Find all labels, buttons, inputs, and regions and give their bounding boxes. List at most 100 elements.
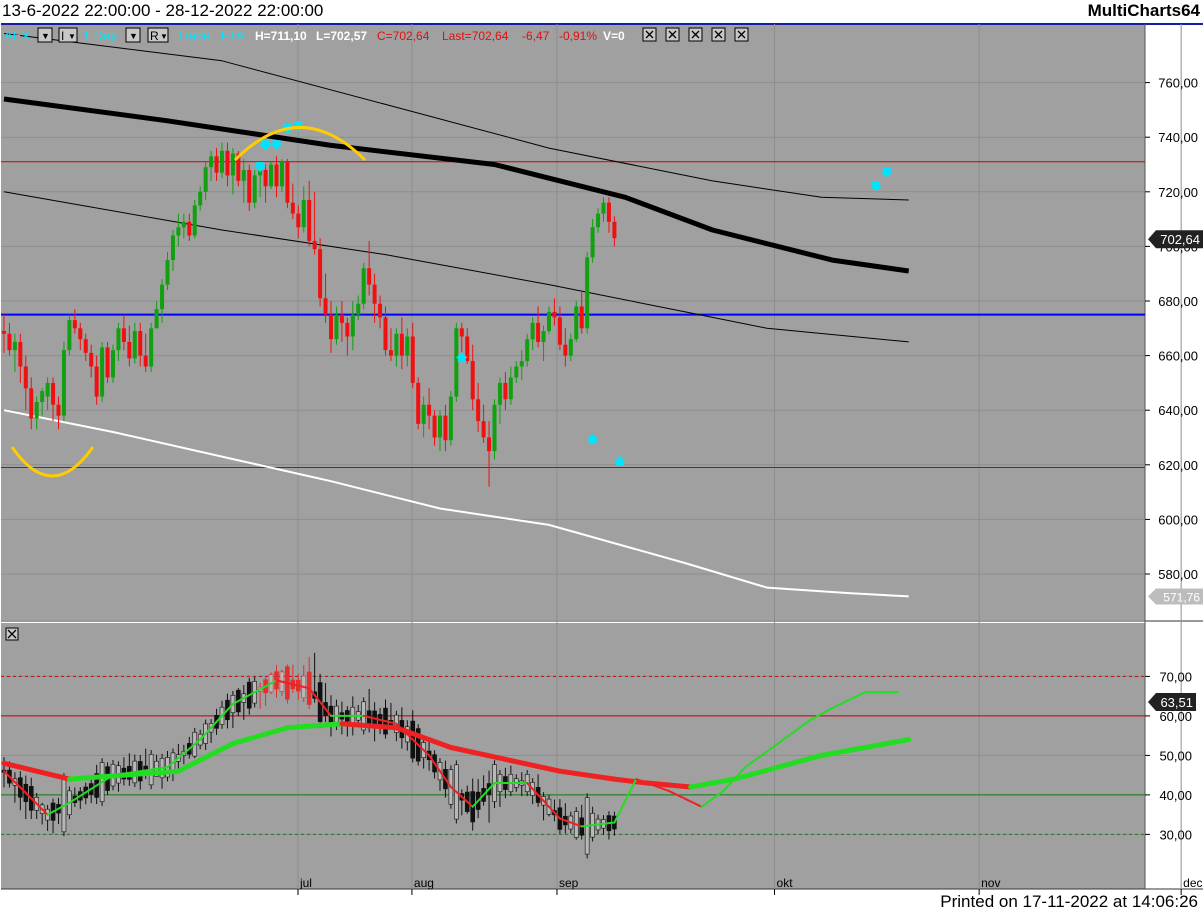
arrow-up-icon bbox=[455, 352, 468, 363]
range-dropdown-button[interactable] bbox=[147, 27, 169, 43]
candle-down bbox=[383, 317, 388, 351]
osc-slow-line bbox=[393, 725, 454, 750]
chevron-down-icon: ▼ bbox=[41, 31, 50, 41]
osc-fast-line bbox=[580, 821, 616, 828]
candle-up bbox=[394, 333, 399, 356]
price-series bbox=[1, 33, 1145, 598]
candle-up bbox=[497, 382, 502, 405]
candle-up bbox=[574, 306, 579, 340]
candle-up bbox=[590, 227, 595, 258]
candle-up bbox=[525, 339, 530, 362]
osc-fast-line bbox=[199, 703, 234, 741]
osc-fast-line bbox=[667, 789, 703, 808]
ma-thin-lower-line bbox=[3, 191, 909, 343]
candle-up bbox=[334, 314, 339, 340]
candle-down bbox=[318, 249, 323, 299]
osc-fast-line bbox=[700, 789, 725, 808]
candle-up bbox=[258, 169, 263, 176]
oscillator-axis bbox=[1145, 623, 1203, 889]
candle-up bbox=[301, 199, 306, 228]
osc-fast-line bbox=[776, 718, 812, 745]
osc-slow-line bbox=[819, 745, 868, 758]
osc-fast-line bbox=[428, 754, 452, 788]
candle-down bbox=[372, 284, 377, 304]
candle-up bbox=[356, 303, 361, 315]
candle-up bbox=[241, 169, 246, 181]
oscillator-series bbox=[1, 652, 912, 859]
candle-up bbox=[438, 415, 442, 438]
ma-white-marker bbox=[1148, 588, 1203, 605]
osc-slow-line bbox=[611, 776, 650, 786]
arrow-down-icon bbox=[259, 140, 272, 151]
close-icon bbox=[645, 30, 654, 39]
candle-up bbox=[160, 284, 165, 310]
candle-up bbox=[508, 377, 513, 400]
axis-labels: 760,00740,00720,00700,00680,00660,00640,… bbox=[297, 76, 1203, 895]
osc-fast-line bbox=[231, 679, 278, 706]
last-value: Last=702,64 bbox=[442, 29, 509, 43]
oscillator-panel bbox=[1, 623, 1145, 889]
candle-up bbox=[530, 322, 535, 340]
candle-down bbox=[465, 336, 470, 362]
close-icon bbox=[737, 30, 746, 39]
candle-up bbox=[279, 161, 284, 187]
osc-fast-line bbox=[275, 679, 311, 690]
candle-down bbox=[378, 303, 383, 318]
osc-fast-line bbox=[166, 738, 202, 769]
osc-fast-line bbox=[744, 742, 779, 769]
candle-up bbox=[568, 339, 573, 356]
month-tick-label: nov bbox=[981, 876, 1000, 890]
arrow-down-icon bbox=[254, 162, 267, 173]
interval-label[interactable]: 1 Day bbox=[83, 28, 117, 43]
interval-dropdown-button-2[interactable] bbox=[125, 27, 141, 43]
volume-value: V=0 bbox=[603, 29, 625, 43]
candle-up bbox=[61, 350, 66, 416]
interval-button-label: I bbox=[61, 29, 64, 43]
symbol-dropdown-button[interactable] bbox=[37, 27, 53, 43]
osc-slow-line bbox=[121, 768, 181, 778]
candle-up bbox=[519, 361, 524, 367]
candle-up bbox=[40, 391, 45, 403]
osc-fast-line bbox=[722, 766, 747, 792]
osc-fast-line bbox=[112, 766, 169, 777]
candle-down bbox=[443, 415, 448, 441]
osc-fast-line bbox=[362, 714, 398, 725]
date-range: 13-6-2022 22:00:00 - 28-12-2022 22:00:00 bbox=[2, 1, 324, 20]
candle-down bbox=[481, 421, 486, 438]
candle-down bbox=[432, 415, 437, 438]
chevron-down-icon: ▼ bbox=[68, 32, 76, 41]
candle-down bbox=[339, 314, 344, 323]
ma-white-line bbox=[3, 409, 909, 598]
month-tick-label: dec bbox=[1183, 876, 1202, 890]
ma-black-line bbox=[3, 96, 910, 274]
candle-down bbox=[89, 352, 94, 367]
candle-down bbox=[427, 404, 432, 416]
candle-down bbox=[323, 298, 328, 315]
symbol-label[interactable]: AEX bbox=[4, 28, 30, 43]
candle-up bbox=[230, 153, 235, 176]
osc-slow-line bbox=[1, 760, 72, 782]
osc-last-marker bbox=[1148, 693, 1196, 712]
annotation-arc-top bbox=[233, 126, 367, 162]
osc-slow-line bbox=[230, 725, 290, 747]
osc-slow-line bbox=[339, 721, 399, 731]
candle-up bbox=[547, 311, 551, 332]
osc-slow-line bbox=[688, 776, 737, 790]
price-tick-label: 640,00 bbox=[1158, 403, 1198, 418]
candle-down bbox=[78, 328, 83, 340]
toolbar: AEX ▼ I ▼ 1 Day ▼ R ▼ Trade FTA H=711,10… bbox=[4, 27, 749, 43]
osc-fast-line bbox=[831, 691, 867, 709]
low-value: L=702,57 bbox=[316, 29, 367, 43]
candle-up bbox=[176, 227, 181, 236]
osc-fast-line bbox=[471, 782, 496, 808]
price-tick-label: 620,00 bbox=[1158, 458, 1198, 473]
interval-dropdown-button[interactable] bbox=[58, 27, 78, 43]
candle-up bbox=[492, 404, 497, 452]
month-tick-label: jul bbox=[299, 876, 312, 890]
osc-slow-line bbox=[731, 764, 781, 782]
osc-fast-line bbox=[613, 778, 638, 824]
osc-slow-line bbox=[448, 745, 508, 762]
candle-down bbox=[503, 382, 508, 400]
osc-fast-line bbox=[809, 707, 834, 721]
